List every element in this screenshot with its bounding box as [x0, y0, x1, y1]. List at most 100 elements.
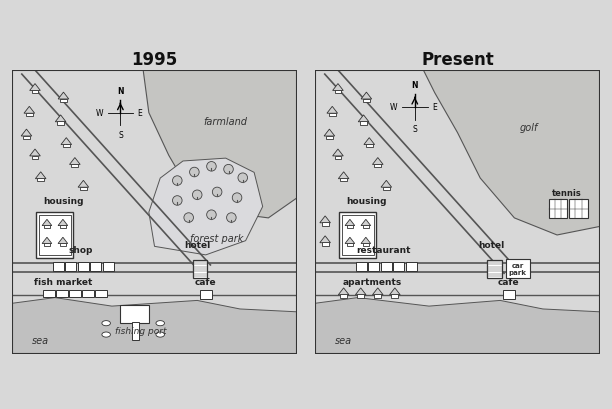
Circle shape: [238, 173, 247, 183]
Polygon shape: [143, 71, 297, 218]
Bar: [329, 114, 336, 117]
Bar: [502, 291, 515, 299]
Bar: [347, 244, 353, 247]
Polygon shape: [333, 84, 343, 91]
Text: fishing port: fishing port: [114, 326, 166, 335]
Bar: [326, 136, 333, 139]
Polygon shape: [390, 288, 400, 295]
Text: sea: sea: [32, 335, 49, 346]
Text: housing: housing: [43, 197, 84, 206]
Bar: [340, 295, 347, 298]
Bar: [193, 260, 207, 279]
Text: car
park: car park: [509, 263, 527, 275]
Bar: [78, 262, 89, 271]
Text: N: N: [117, 86, 124, 95]
Polygon shape: [315, 298, 600, 355]
Bar: [340, 179, 347, 182]
Ellipse shape: [102, 332, 110, 337]
Bar: [381, 262, 392, 271]
Polygon shape: [320, 216, 330, 223]
Bar: [63, 145, 70, 148]
Polygon shape: [373, 158, 383, 165]
Polygon shape: [373, 288, 383, 295]
Text: S: S: [412, 125, 417, 134]
Circle shape: [207, 162, 216, 172]
Bar: [121, 305, 149, 324]
Text: cafe: cafe: [195, 278, 217, 287]
Bar: [340, 213, 376, 258]
Bar: [132, 322, 139, 340]
Polygon shape: [149, 159, 263, 255]
Text: N: N: [411, 81, 418, 90]
Bar: [44, 244, 50, 247]
Text: apartments: apartments: [343, 278, 401, 287]
Circle shape: [233, 193, 242, 203]
Bar: [65, 262, 76, 271]
Bar: [37, 179, 44, 182]
Polygon shape: [364, 138, 375, 145]
Bar: [569, 200, 588, 218]
Bar: [366, 145, 373, 148]
Ellipse shape: [156, 321, 165, 326]
Bar: [26, 114, 33, 117]
Polygon shape: [361, 220, 371, 226]
Circle shape: [226, 213, 236, 223]
Text: farmland: farmland: [204, 117, 248, 127]
Polygon shape: [356, 288, 366, 295]
Bar: [43, 290, 54, 297]
Polygon shape: [324, 130, 335, 137]
Bar: [39, 216, 70, 255]
Polygon shape: [58, 238, 68, 244]
Text: sea: sea: [335, 335, 352, 346]
Bar: [360, 122, 367, 125]
Bar: [342, 216, 373, 255]
Circle shape: [173, 176, 182, 186]
Text: tennis: tennis: [552, 188, 582, 197]
Bar: [356, 262, 367, 271]
Text: E: E: [432, 103, 436, 112]
Polygon shape: [320, 236, 330, 243]
Polygon shape: [358, 116, 369, 122]
Polygon shape: [78, 181, 89, 188]
Bar: [406, 262, 417, 271]
Text: cafe: cafe: [498, 278, 520, 287]
Bar: [37, 213, 73, 258]
Bar: [91, 262, 102, 271]
Polygon shape: [30, 150, 40, 157]
Polygon shape: [30, 84, 40, 91]
Text: golf: golf: [520, 123, 538, 133]
Bar: [335, 91, 341, 94]
Bar: [103, 262, 114, 271]
Bar: [363, 244, 369, 247]
Text: shop: shop: [69, 245, 93, 254]
Bar: [72, 165, 78, 168]
Bar: [322, 223, 329, 226]
Circle shape: [173, 196, 182, 206]
Polygon shape: [42, 220, 52, 226]
Polygon shape: [338, 288, 349, 295]
Bar: [375, 165, 381, 168]
Bar: [322, 243, 329, 246]
Polygon shape: [58, 93, 69, 100]
Text: W: W: [390, 103, 398, 112]
Polygon shape: [327, 107, 338, 114]
Polygon shape: [424, 71, 600, 236]
Bar: [368, 262, 379, 271]
Polygon shape: [21, 130, 32, 137]
Text: fish market: fish market: [34, 278, 92, 287]
Polygon shape: [70, 158, 80, 165]
Text: E: E: [138, 109, 142, 118]
Bar: [392, 295, 398, 298]
Polygon shape: [24, 107, 35, 114]
Bar: [32, 91, 39, 94]
Bar: [69, 290, 81, 297]
Text: forest park: forest park: [190, 233, 244, 243]
Polygon shape: [42, 238, 52, 244]
Bar: [60, 226, 66, 229]
Bar: [56, 290, 68, 297]
Bar: [383, 187, 390, 191]
Circle shape: [192, 191, 202, 200]
Text: W: W: [96, 109, 103, 118]
Bar: [200, 291, 212, 299]
Bar: [487, 260, 502, 279]
